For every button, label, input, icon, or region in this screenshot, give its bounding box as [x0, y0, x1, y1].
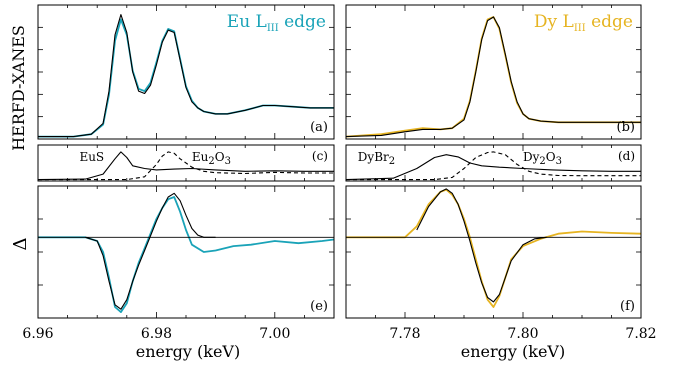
component-label: EuS: [79, 150, 104, 164]
panel-label: (f): [620, 299, 635, 314]
fit-line: [38, 14, 334, 138]
panel-f: 7.78 7.80 7.82 (f): [345, 185, 657, 342]
xlabel-left: energy (keV): [136, 342, 240, 361]
axes-frame: [345, 185, 642, 319]
ylabel-delta: Δ: [10, 238, 31, 251]
edge-title: Dy LIII edge: [534, 12, 633, 34]
x-tick-label: 7.00: [259, 326, 290, 342]
panel-label: (a): [310, 120, 328, 135]
x-tick-label: 6.96: [22, 326, 53, 342]
component-label: Dy2O3: [523, 150, 562, 167]
axes-frame: [345, 144, 642, 182]
x-tick-label: 7.82: [625, 326, 656, 342]
panel-a: (a) Eu LIII edge: [37, 4, 335, 140]
axes-frame: [37, 144, 335, 182]
panel-e: 6.96 6.98 7.00 (e): [22, 185, 335, 342]
fit-line: [85, 192, 216, 310]
x-tick-label: 7.80: [507, 326, 538, 342]
edge-title: Eu LIII edge: [227, 12, 326, 34]
measured-line: [346, 16, 641, 138]
axes-frame: [345, 4, 642, 140]
component-line: [346, 151, 641, 181]
measured-line: [38, 18, 334, 138]
panel-c: (c) EuS Eu2O3: [37, 144, 335, 182]
panel-label: (e): [310, 299, 328, 314]
panel-label: (c): [312, 149, 328, 163]
fit-line: [346, 16, 641, 138]
measured-line: [346, 188, 641, 308]
xlabel-right: energy (keV): [461, 342, 565, 361]
x-tick-label: 7.78: [389, 326, 420, 342]
x-tick-label: 6.98: [141, 326, 172, 342]
panel-label: (b): [617, 120, 635, 135]
axes-frame: [37, 4, 335, 140]
component-line: [38, 151, 334, 181]
panel-label: (d): [618, 149, 635, 163]
axes-frame: [37, 185, 335, 319]
panel-d: (d) DyBr2 Dy2O3: [345, 144, 642, 182]
component-line: [346, 154, 641, 181]
component-line: [38, 151, 334, 181]
fit-line: [416, 188, 547, 303]
panel-b: (b) Dy LIII edge: [345, 4, 642, 140]
ylabel-herfd: HERFD-XANES: [9, 25, 28, 151]
component-label: Eu2O3: [192, 150, 231, 167]
component-label: DyBr2: [358, 150, 395, 167]
